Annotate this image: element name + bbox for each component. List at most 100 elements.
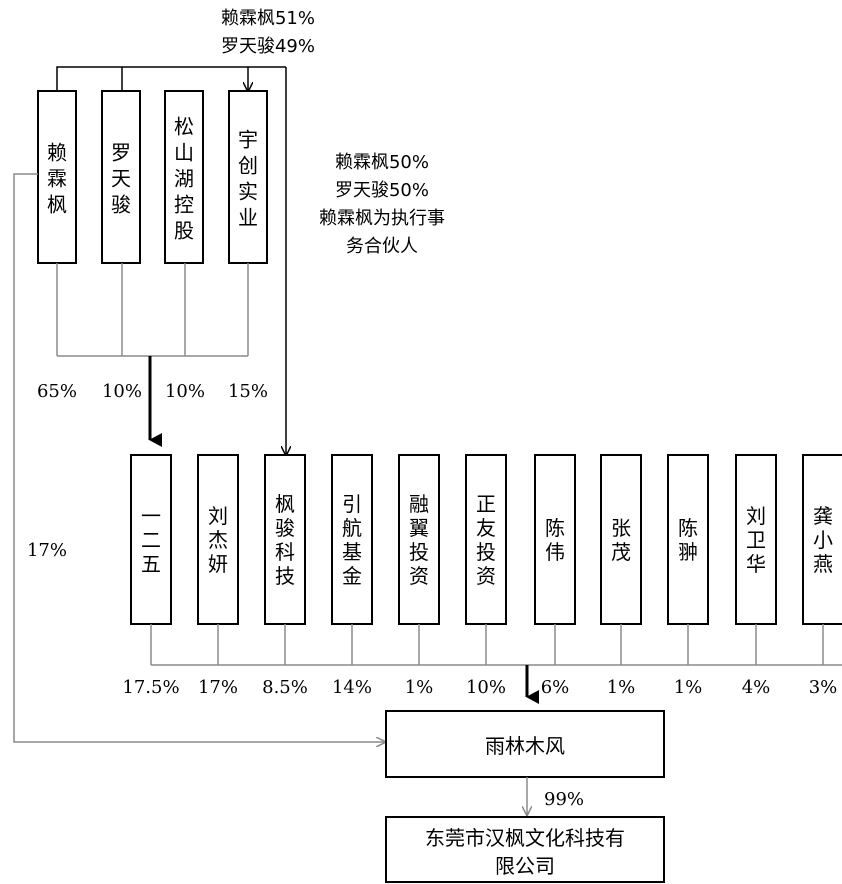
mid-gongxiaoyan: 龚小燕 xyxy=(802,454,842,625)
pct-yuchuang: 15% xyxy=(228,381,268,402)
pct-gongxiaoyan: 3% xyxy=(809,677,838,698)
pct-rongyi: 1% xyxy=(405,677,434,698)
pct-chenpan: 1% xyxy=(674,677,703,698)
pct-direct: 17% xyxy=(27,540,67,561)
mid-liujieyan-char: 刘 xyxy=(208,504,228,528)
top-luotianjun: 罗天骏 xyxy=(101,90,141,264)
mid-yieryiwu-char: 二 xyxy=(141,528,161,552)
pct-yinhang: 14% xyxy=(332,677,372,698)
mid-gongxiaoyan-char: 小 xyxy=(813,528,833,552)
top-laiminfeng: 赖霖枫 xyxy=(37,90,77,264)
top-songshanhu-char: 山 xyxy=(174,140,194,164)
pct-yieryiwu: 17.5% xyxy=(122,677,179,698)
mid-rongyi-box xyxy=(398,454,440,625)
mid-zhangmao-char: 茂 xyxy=(611,540,631,564)
mid-liuweihua-char: 华 xyxy=(746,552,766,576)
mid-yieryiwu-box xyxy=(130,454,172,625)
yulin-label: 雨林木风 xyxy=(485,734,565,758)
pct-liujieyan: 17% xyxy=(198,677,238,698)
top-laiminfeng-char: 霖 xyxy=(47,166,67,190)
mid-gongxiaoyan-char: 燕 xyxy=(813,552,833,576)
pct-zhangmao: 1% xyxy=(607,677,636,698)
mid-zhengyou-char: 资 xyxy=(476,564,496,588)
mid-zhangmao-box xyxy=(600,454,642,625)
mid-yieryiwu-char: 五 xyxy=(141,552,161,576)
mid-gongxiaoyan-char: 龚 xyxy=(813,504,833,528)
top-luotianjun-char: 天 xyxy=(111,166,131,190)
mid-chenwei-char: 陈 xyxy=(545,516,565,540)
mid-chenpan: 陈翀 xyxy=(667,454,709,625)
mid-zhengyou-box xyxy=(465,454,507,625)
top-luotianjun-box xyxy=(101,90,141,264)
pct-yulin: 99% xyxy=(544,789,584,810)
mid-rongyi-char: 资 xyxy=(409,564,429,588)
mid-rongyi-char: 翼 xyxy=(409,516,429,540)
mid-zhengyou-char: 正 xyxy=(476,492,496,516)
connector-top-bus xyxy=(56,66,286,91)
mid-chenwei: 陈伟 xyxy=(534,454,576,625)
hanfeng-label-line-1: 东莞市汉枫文化科技有 xyxy=(425,826,625,850)
top-songshanhu-box xyxy=(164,90,204,264)
mid-liujieyan-box xyxy=(197,454,239,625)
mid-zhengyou-char: 投 xyxy=(476,540,496,564)
mid-zhangmao: 张茂 xyxy=(600,454,642,625)
top-songshanhu-char: 股 xyxy=(174,218,194,242)
top-laiminfeng-box xyxy=(37,90,77,264)
top-luotianjun-char: 罗 xyxy=(111,140,131,164)
mid-fengjun-char: 技 xyxy=(275,564,295,588)
fengjun-note-line-1: 赖霖枫50% xyxy=(335,152,429,173)
pct-songshanhu: 10% xyxy=(165,381,205,402)
mid-yinhang-char: 基 xyxy=(342,540,362,564)
mid-fengjun-char: 枫 xyxy=(275,492,295,516)
pct-zhengyou: 10% xyxy=(466,677,506,698)
mid-yinhang-char: 金 xyxy=(342,564,362,588)
mid-chenwei-char: 伟 xyxy=(545,540,565,564)
top-yuchuang-char: 业 xyxy=(238,205,258,229)
top-yuchuang-char: 实 xyxy=(238,179,258,203)
fengjun-note-line-2: 罗天骏50% xyxy=(335,180,429,201)
mid-chenpan-char: 翀 xyxy=(678,540,698,564)
hanfeng-box xyxy=(385,816,665,883)
top-songshanhu-char: 控 xyxy=(174,192,194,216)
yuchuang-note-line-2: 罗天骏49% xyxy=(221,36,315,57)
mid-liuweihua: 刘卫华 xyxy=(735,454,777,625)
pct-liuweihua: 4% xyxy=(742,677,771,698)
yulin-box xyxy=(385,710,665,778)
pct-chenwei: 6% xyxy=(541,677,570,698)
mid-liujieyan: 刘杰妍 xyxy=(197,454,239,625)
mid-yieryiwu: 一二五 xyxy=(130,454,172,625)
hanfeng-label-line-2: 限公司 xyxy=(495,854,555,878)
top-yuchuang-char: 创 xyxy=(238,153,258,177)
mid-liuweihua-char: 刘 xyxy=(746,504,766,528)
mid-chenpan-box xyxy=(667,454,709,625)
yuchuang-note-line-1: 赖霖枫51% xyxy=(221,8,315,29)
mid-yinhang-char: 航 xyxy=(342,516,362,540)
mid-fengjun-char: 科 xyxy=(275,540,295,564)
pct-fengjun: 8.5% xyxy=(262,677,308,698)
pct-laiminfeng: 65% xyxy=(37,381,77,402)
top-laiminfeng-char: 枫 xyxy=(47,192,67,216)
top-to-bus-connectors xyxy=(56,263,249,357)
fengjun-note-line-3: 赖霖枫为执行事 xyxy=(319,208,445,229)
mid-yinhang-char: 引 xyxy=(342,492,362,516)
mid-to-bus-connectors xyxy=(150,624,824,665)
mid-yieryiwu-char: 一 xyxy=(141,504,161,528)
mid-liuweihua-box xyxy=(735,454,777,625)
mid-fengjun-char: 骏 xyxy=(275,516,295,540)
arrow-laiminfeng-to-yulin xyxy=(13,173,385,742)
mid-rongyi-char: 融 xyxy=(409,492,429,516)
mid-zhengyou-char: 友 xyxy=(476,516,496,540)
top-laiminfeng-char: 赖 xyxy=(47,140,67,164)
pct-luotianjun: 10% xyxy=(102,381,142,402)
mid-fengjun-box xyxy=(264,454,306,625)
top-songshanhu-char: 松 xyxy=(174,114,194,138)
mid-chenpan-char: 陈 xyxy=(678,516,698,540)
mid-liujieyan-char: 妍 xyxy=(208,552,228,576)
